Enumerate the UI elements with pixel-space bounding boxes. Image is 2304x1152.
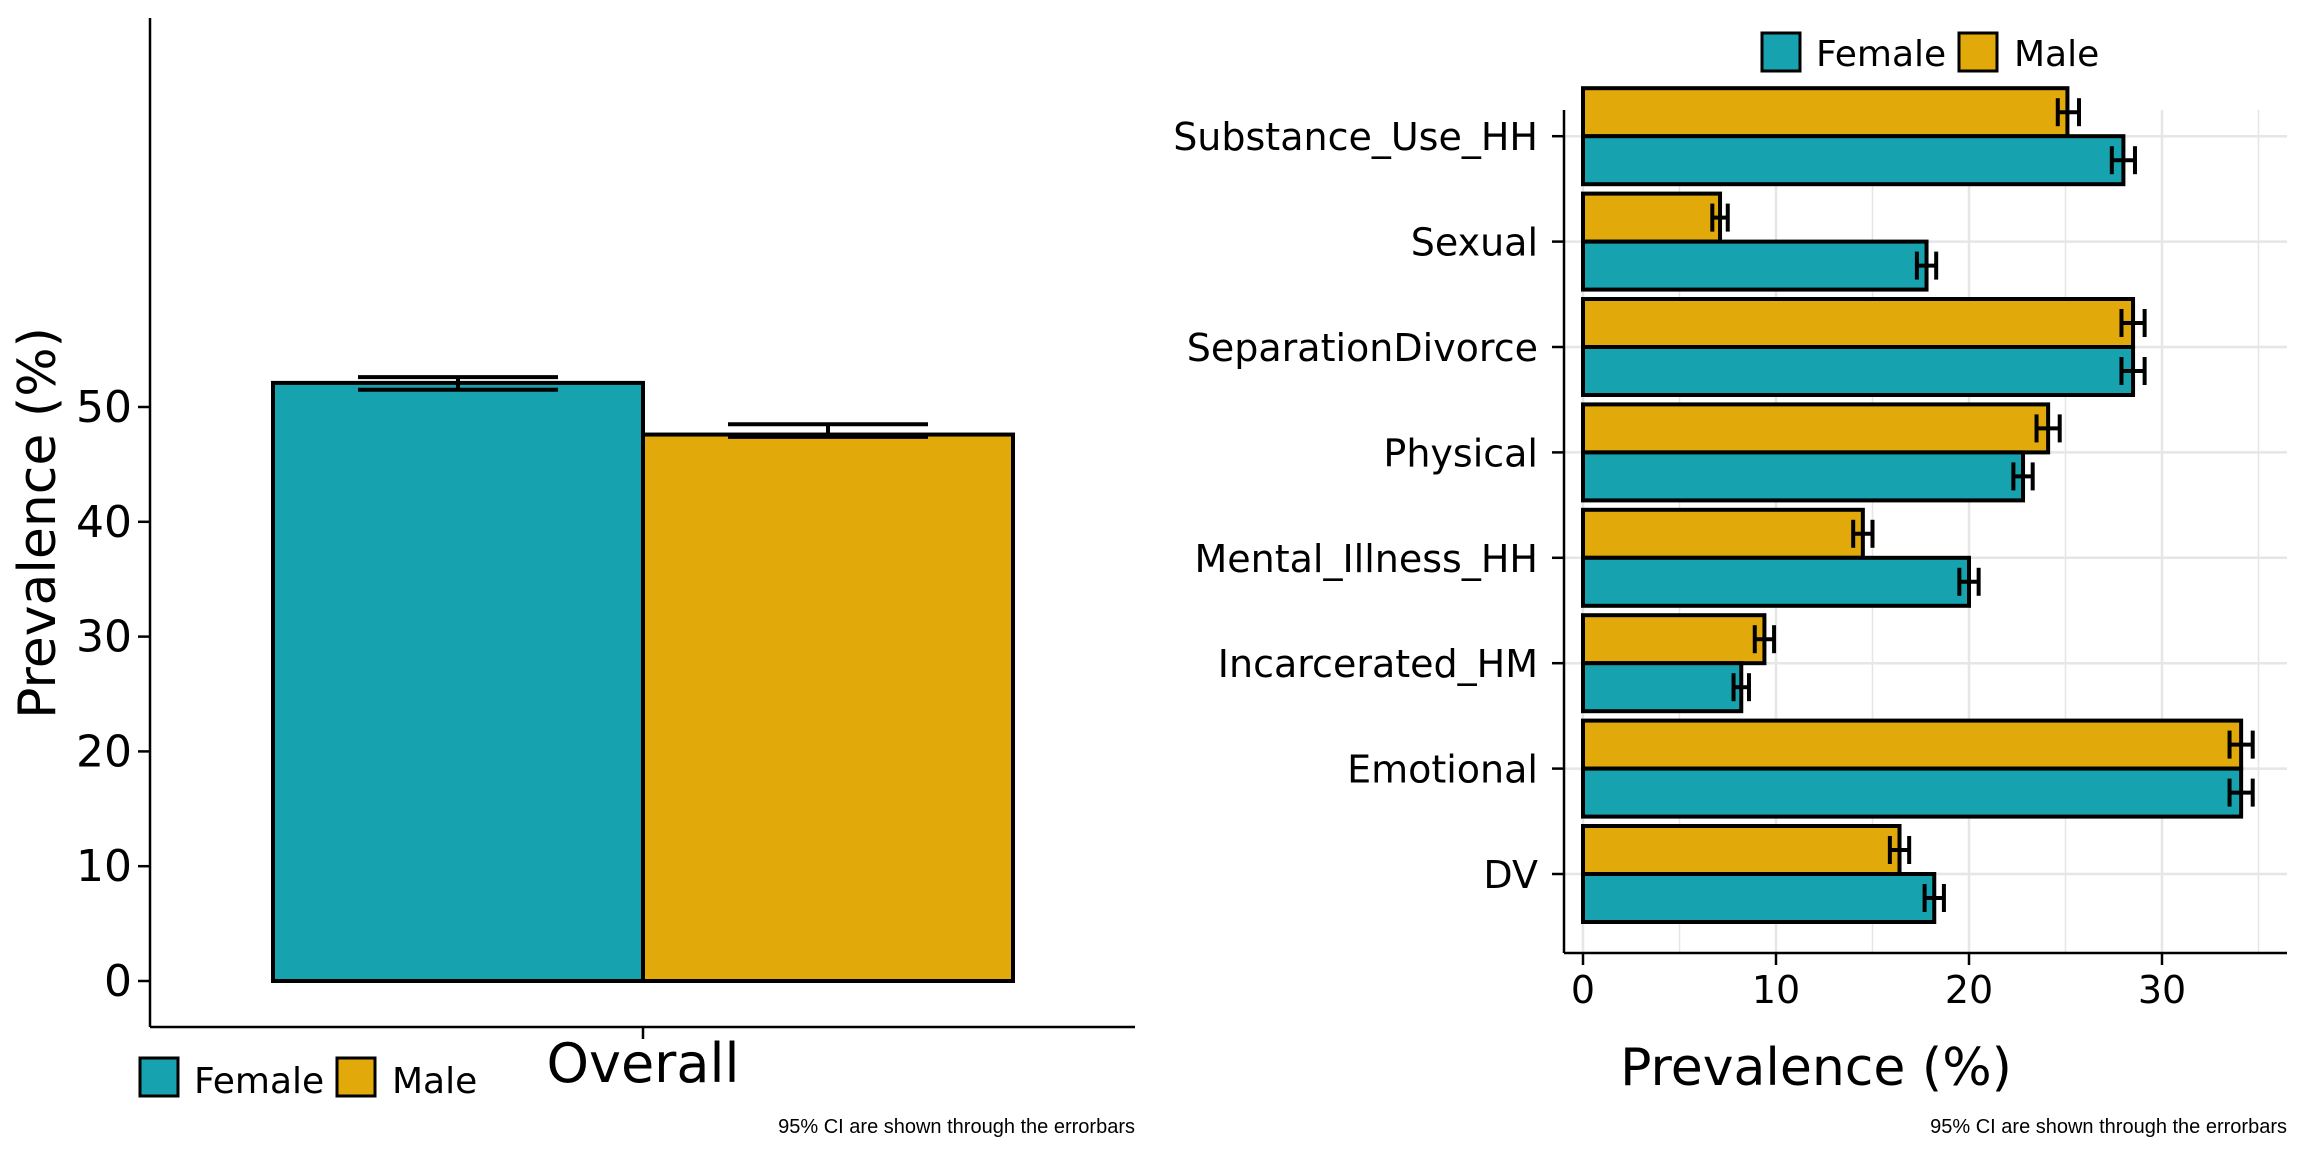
legend-swatch-female [138,1056,180,1098]
overall-legend: Female Male [138,1056,477,1102]
legend-label-male: Male [392,1061,477,1102]
bar-incarcerated-hm-female [1581,661,1744,714]
y-category-label: Physical [1383,431,1538,475]
bar-incarcerated-hm-male [1581,613,1767,666]
bar-substance-use-hh-female [1581,134,2126,187]
overall-y-ticks: 0 10 20 30 40 50 [76,382,150,1007]
bar-sexual-male [1581,191,1723,244]
y-tick-label: 10 [76,841,132,892]
legend-label-male: Male [2014,34,2099,75]
category-legend: Female Male [1760,31,2099,75]
bar-emotional-male [1581,718,2244,771]
category-axes [1562,110,2287,955]
overall-y-axis-label: Prevalence (%) [8,327,68,719]
category-errorbars [1710,98,2255,912]
legend-label-female: Female [194,1061,324,1102]
y-category-label: DV [1483,853,1538,897]
y-tick-label: 0 [104,956,132,1007]
legend-swatch-male [1957,31,1999,73]
bar-overall-male [641,432,1015,983]
bar-separationdivorce-male [1581,297,2136,349]
y-category-label: SeparationDivorce [1187,326,1538,370]
category-bars [1581,86,2244,924]
bar-dv-male [1581,824,1902,876]
x-tick-label: 20 [1945,968,1993,1012]
y-category-label: Emotional [1347,748,1538,792]
x-tick-label: 10 [1752,968,1800,1012]
bar-physical-female [1581,450,2026,503]
y-tick-label: 50 [76,382,132,433]
bar-physical-male [1581,402,2051,455]
bar-dv-female [1581,872,1937,924]
bar-emotional-female [1581,766,2244,819]
category-x-axis-label: Prevalence (%) [1620,1038,2012,1098]
bar-substance-use-hh-male [1581,86,2070,139]
y-tick-label: 40 [76,497,132,548]
category-y-labels: Substance_Use_HH Sexual SeparationDivorce P… [1173,115,1564,897]
by-category-chart: Substance_Use_HH Sexual SeparationDivorce P… [1173,31,2287,1138]
overall-caption: 95% CI are shown through the errorbars [778,1116,1135,1138]
overall-bars [271,380,1015,983]
overall-category-label: Overall [547,1032,740,1095]
legend-swatch-female [1760,31,1802,73]
y-tick-label: 30 [76,612,132,663]
category-caption: 95% CI are shown through the errorbars [1930,1116,2287,1138]
bar-mental-illness-hh-female [1581,555,1971,608]
y-category-label: Incarcerated_HM [1218,642,1538,686]
bar-separationdivorce-female [1581,345,2136,397]
legend-label-female: Female [1816,34,1946,75]
y-category-label: Substance_Use_HH [1173,115,1538,159]
legend-swatch-male [335,1056,377,1098]
bar-sexual-female [1581,239,1929,292]
bar-overall-female [271,380,645,983]
y-category-label: Sexual [1411,221,1538,265]
y-category-label: Mental_Illness_HH [1194,537,1538,581]
category-x-ticks: 0 10 20 30 [1571,953,2186,1012]
x-tick-label: 0 [1571,968,1595,1012]
bar-mental-illness-hh-male [1581,507,1865,560]
overall-chart: 0 10 20 30 40 50 Overall Prevalence (%) Femal… [8,18,1135,1138]
overall-errorbars [358,375,928,439]
y-tick-label: 20 [76,726,132,777]
x-tick-label: 30 [2138,968,2186,1012]
